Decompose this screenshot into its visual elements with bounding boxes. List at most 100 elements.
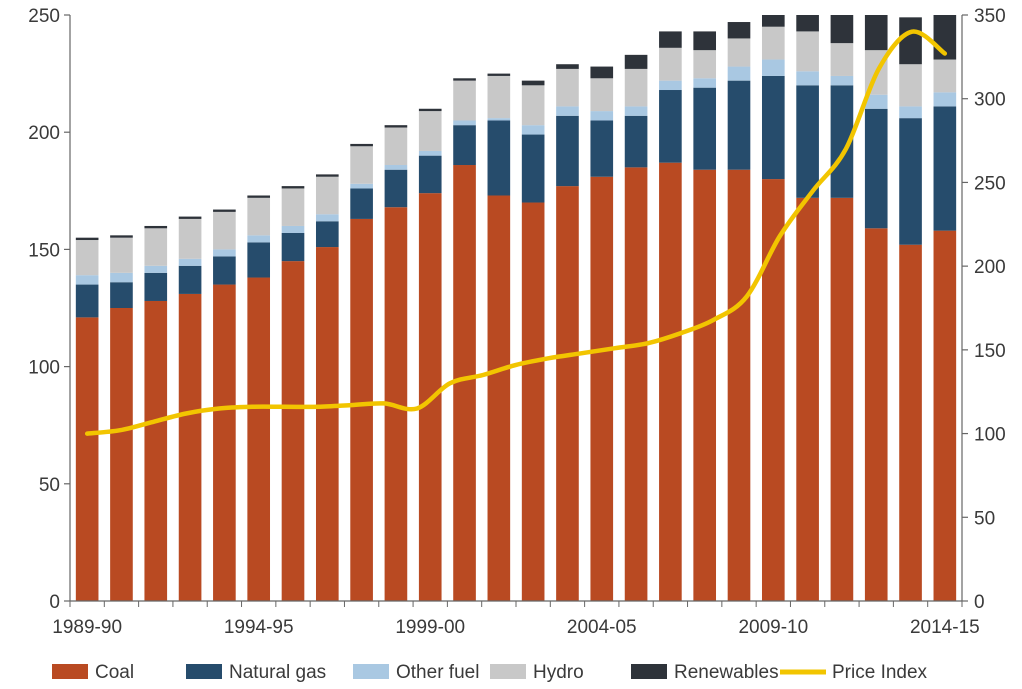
right-tick-label: 300: [974, 90, 1006, 111]
bar-other-fuel: [727, 66, 751, 81]
bar-natural-gas: [213, 256, 236, 285]
legend-label-coal: Coal: [95, 662, 134, 683]
bar-coal: [830, 197, 854, 601]
legend-swatch-other-fuel: [353, 664, 389, 679]
bar-renewables: [247, 195, 271, 198]
bar-other-fuel: [281, 225, 305, 233]
bar-natural-gas: [556, 115, 579, 187]
bar-renewables: [213, 209, 236, 212]
bar-renewables: [590, 66, 614, 79]
bar-coal: [487, 195, 511, 602]
bar-hydro: [521, 85, 545, 126]
x-tick-label: 2004-05: [567, 617, 637, 638]
bar-hydro: [281, 188, 305, 226]
bar-hydro: [830, 43, 854, 76]
legend-label-renewables: Renewables: [674, 662, 779, 683]
bar-coal: [899, 244, 922, 601]
bar-hydro: [590, 78, 614, 112]
legend-swatch-coal: [52, 664, 88, 679]
bar-hydro: [796, 31, 819, 72]
bar-coal: [864, 228, 888, 602]
bar-renewables: [418, 108, 442, 112]
tick-labels-layer: 0 50 100 150 200 250 0 50 100 150 200 250 300 350 1989…: [28, 6, 1005, 638]
bar-natural-gas: [933, 106, 957, 231]
bar-renewables: [659, 31, 682, 48]
bar-other-fuel: [590, 111, 614, 121]
bar-other-fuel: [213, 249, 236, 257]
bar-renewables: [693, 31, 717, 51]
bar-coal: [796, 197, 819, 601]
x-tick-label: 1989-90: [52, 617, 122, 638]
bar-coal: [556, 186, 579, 602]
bar-hydro: [624, 68, 648, 107]
bar-hydro: [144, 228, 168, 266]
right-tick-label: 0: [974, 592, 985, 613]
bar-hydro: [487, 75, 511, 119]
bar-coal: [521, 202, 545, 601]
bar-coal: [453, 165, 476, 601]
bar-hydro: [350, 146, 373, 184]
bar-renewables: [556, 64, 579, 69]
bar-hydro: [110, 237, 133, 273]
bar-other-fuel: [864, 94, 888, 109]
bar-coal: [247, 277, 271, 601]
bar-other-fuel: [693, 78, 717, 88]
left-tick-label: 200: [28, 123, 60, 144]
bar-natural-gas: [830, 85, 854, 198]
bar-renewables: [727, 22, 751, 39]
bar-other-fuel: [75, 275, 99, 285]
bar-hydro: [213, 211, 236, 250]
bar-natural-gas: [315, 221, 339, 248]
bar-other-fuel: [899, 106, 922, 119]
bar-natural-gas: [761, 75, 785, 180]
bar-natural-gas: [418, 155, 442, 194]
bar-renewables: [281, 186, 305, 189]
bar-natural-gas: [659, 90, 682, 163]
legend-label-other-fuel: Other fuel: [396, 662, 479, 683]
bar-coal: [110, 308, 133, 601]
bar-other-fuel: [315, 214, 339, 222]
legend: Coal Natural gas Other fuel Hydro Renewables…: [52, 662, 928, 683]
bar-other-fuel: [796, 71, 819, 86]
bar-renewables: [453, 78, 476, 81]
bar-hydro: [418, 111, 442, 151]
left-tick-label: 50: [39, 475, 60, 496]
bar-coal: [761, 179, 785, 601]
bar-other-fuel: [144, 265, 168, 273]
bar-renewables: [315, 174, 339, 177]
legend-label-natural-gas: Natural gas: [229, 662, 326, 683]
bar-coal: [281, 261, 305, 601]
bar-renewables: [487, 73, 511, 76]
bar-coal: [213, 284, 236, 601]
bar-renewables: [384, 125, 408, 128]
bar-renewables: [624, 54, 648, 69]
bar-other-fuel: [521, 125, 545, 135]
right-tick-label: 350: [974, 6, 1006, 27]
bar-hydro: [315, 176, 339, 215]
bar-other-fuel: [247, 235, 271, 243]
bar-coal: [350, 218, 373, 601]
legend-label-hydro: Hydro: [533, 662, 584, 683]
bar-coal: [590, 176, 614, 602]
bar-coal: [75, 317, 99, 601]
left-tick-label: 150: [28, 240, 60, 261]
bar-coal: [315, 247, 339, 601]
bar-hydro: [727, 38, 751, 67]
bar-natural-gas: [796, 85, 819, 198]
bar-natural-gas: [727, 80, 751, 170]
bar-other-fuel: [178, 258, 202, 266]
x-tick-label: 1999-00: [395, 617, 465, 638]
bar-other-fuel: [761, 59, 785, 76]
bar-other-fuel: [830, 75, 854, 86]
bar-other-fuel: [933, 92, 957, 107]
left-tick-label: 100: [28, 358, 60, 379]
bar-natural-gas: [521, 134, 545, 203]
bar-coal: [933, 230, 957, 601]
bar-natural-gas: [178, 265, 202, 294]
bar-renewables: [899, 17, 922, 65]
bar-coal: [727, 169, 751, 601]
price-line-layer: [84, 29, 948, 436]
bar-renewables: [521, 80, 545, 86]
bar-coal: [178, 293, 202, 601]
bar-coal: [144, 300, 168, 601]
